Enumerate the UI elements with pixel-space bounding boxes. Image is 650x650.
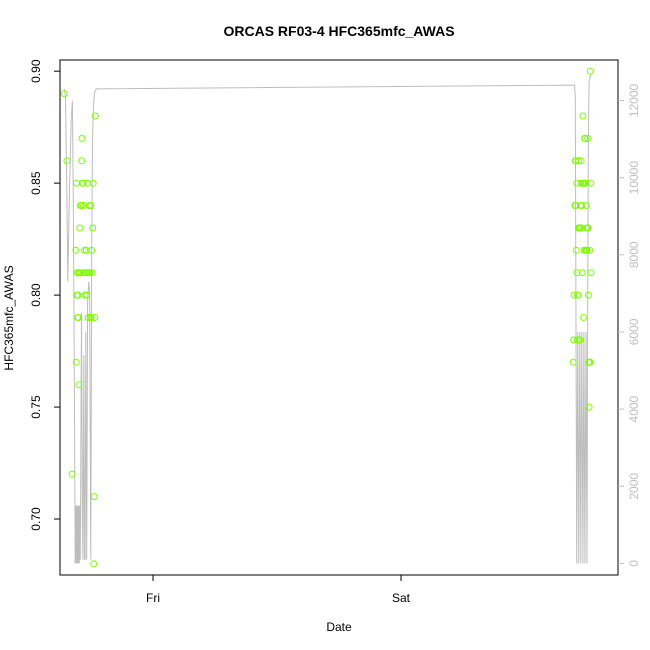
chart-title: ORCAS RF03-4 HFC365mfc_AWAS	[223, 23, 454, 39]
data-point	[60, 90, 68, 98]
data-point	[582, 202, 590, 209]
y2-tick-label: 4000	[627, 395, 641, 422]
data-point	[572, 157, 580, 165]
data-point	[578, 202, 586, 209]
y-tick-label: 0.85	[29, 171, 43, 195]
data-point	[88, 246, 96, 254]
data-point	[91, 314, 99, 321]
data-point	[90, 493, 98, 501]
altitude-line-layer	[63, 73, 592, 564]
data-point	[83, 291, 91, 299]
data-point	[587, 179, 595, 187]
data-point	[584, 224, 592, 232]
data-point	[79, 179, 87, 187]
data-point	[582, 179, 590, 187]
data-point	[63, 157, 71, 165]
data-point	[88, 269, 96, 277]
data-point	[78, 134, 86, 142]
data-point	[569, 358, 577, 366]
data-point	[581, 134, 589, 142]
y-tick-label: 0.90	[29, 59, 43, 83]
y-tick-label: 0.70	[29, 507, 43, 531]
y2-tick-label: 6000	[627, 318, 641, 345]
data-point	[576, 336, 584, 344]
data-point	[586, 67, 594, 75]
data-point	[77, 269, 85, 277]
y2-tick-label: 12000	[627, 83, 641, 117]
altitude-line	[63, 73, 592, 564]
data-point	[573, 269, 581, 277]
data-point	[87, 202, 95, 209]
data-point	[68, 470, 76, 478]
data-point	[72, 358, 80, 366]
data-point	[575, 157, 583, 165]
data-points-layer	[60, 67, 595, 568]
data-point	[87, 314, 95, 321]
y-tick-label: 0.75	[29, 395, 43, 419]
data-point	[73, 179, 80, 187]
x-tick-label: Sat	[392, 591, 411, 605]
data-point	[587, 269, 595, 277]
left-axis: 0.70 0.75 0.80 0.85 0.90	[29, 59, 60, 531]
x-axis-label: Date	[326, 620, 352, 634]
data-point	[72, 246, 80, 254]
y2-tick-label: 0	[627, 560, 641, 567]
data-point	[574, 291, 582, 299]
plot-frame	[59, 59, 619, 576]
data-point	[91, 112, 99, 120]
y2-tick-label: 2000	[627, 473, 641, 500]
data-point	[90, 560, 98, 568]
data-point	[84, 314, 92, 321]
data-point	[583, 246, 591, 254]
data-point	[74, 314, 82, 321]
data-point	[579, 112, 587, 120]
data-point	[586, 358, 594, 366]
bottom-axis: Fri Sat	[146, 575, 411, 605]
data-point	[585, 403, 593, 411]
data-point	[573, 336, 581, 344]
data-point	[78, 157, 86, 165]
data-point	[572, 246, 580, 254]
data-point	[89, 224, 97, 232]
data-point	[586, 246, 594, 254]
data-point	[584, 134, 592, 142]
y2-tick-label: 10000	[627, 161, 641, 195]
data-point	[75, 381, 83, 389]
right-axis: 0 2000 4000 6000 8000 10000 12000	[618, 83, 641, 567]
y2-tick-label: 8000	[627, 241, 641, 268]
data-point	[577, 157, 585, 165]
x-tick-label: Fri	[146, 591, 160, 605]
data-point	[578, 269, 586, 277]
data-point	[77, 202, 85, 209]
data-point	[584, 291, 592, 299]
data-point	[74, 291, 82, 299]
data-point	[89, 179, 97, 187]
data-point	[86, 269, 94, 277]
data-point	[76, 224, 84, 232]
y-axis-label: HFC365mfc_AWAS	[2, 265, 16, 370]
data-point	[580, 314, 588, 321]
data-point	[570, 291, 578, 299]
y-tick-label: 0.80	[29, 283, 43, 307]
